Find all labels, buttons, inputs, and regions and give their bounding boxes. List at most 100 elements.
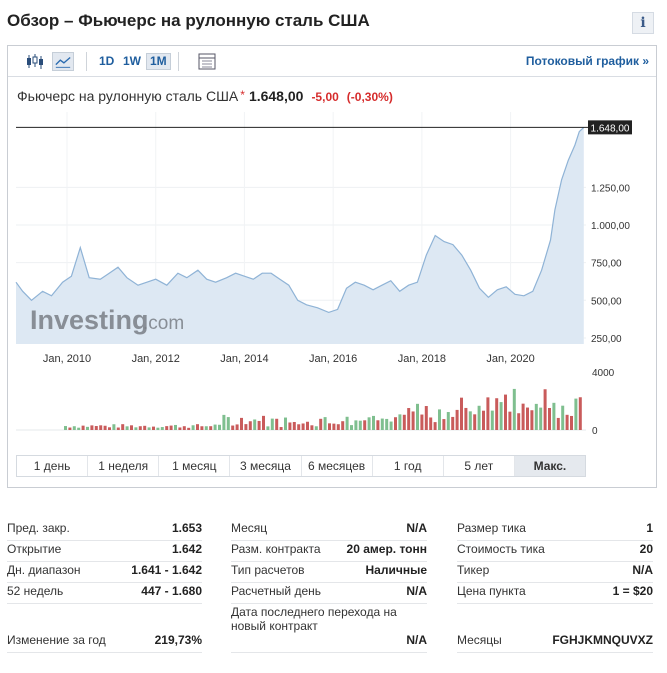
volume-bar: [200, 426, 204, 430]
volume-bar: [534, 403, 538, 430]
stat-value: Наличные: [365, 563, 427, 577]
volume-bar: [552, 402, 556, 430]
volume-bar: [64, 426, 67, 430]
volume-bar: [231, 425, 235, 430]
divider: [457, 603, 653, 604]
volume-bar: [204, 426, 208, 430]
volume-tick-label: 0: [592, 426, 598, 437]
y-tick-label: 500,00: [591, 296, 622, 307]
range-tab-1d[interactable]: 1 день: [17, 456, 89, 476]
period-1d-button[interactable]: 1D: [99, 54, 115, 68]
volume-tick-label: 4000: [592, 368, 615, 379]
line-chart-icon[interactable]: [52, 52, 74, 71]
volume-bar: [90, 425, 94, 430]
volume-bar: [138, 426, 142, 430]
volume-bar: [424, 406, 428, 430]
range-tabs: 1 день 1 неделя 1 месяц 3 месяца 6 месяц…: [16, 455, 586, 477]
volume-bar: [244, 424, 248, 430]
range-tab-max[interactable]: Макс.: [514, 456, 585, 476]
y-tick-label: 250,00: [591, 334, 622, 345]
volume-bar: [363, 420, 367, 430]
period-1m-button[interactable]: 1M: [146, 53, 171, 70]
volume-bar: [147, 427, 151, 430]
volume-bar: [81, 425, 85, 430]
volume-bar: [169, 425, 173, 430]
volume-bar: [570, 415, 573, 430]
stat-row: Разм. контракта 20 амер. тонн: [231, 542, 427, 556]
volume-bar: [323, 417, 327, 430]
volume-bar: [178, 427, 182, 430]
volume-bar: [565, 414, 569, 430]
stat-value: 1 = $20: [612, 584, 653, 598]
divider: [7, 603, 202, 604]
volume-bar: [530, 410, 534, 430]
y-tick-label: 1.000,00: [591, 221, 630, 232]
volume-bar: [504, 394, 507, 430]
volume-bar: [103, 425, 107, 430]
toolbar-separator: [86, 52, 87, 71]
stat-value: N/A: [406, 521, 427, 535]
volume-bar: [420, 414, 424, 430]
range-tab-5y[interactable]: 5 лет: [444, 456, 515, 476]
volume-bar: [152, 426, 155, 430]
volume-bar: [477, 405, 481, 430]
volume-bar: [328, 423, 331, 430]
range-tab-1y[interactable]: 1 год: [373, 456, 444, 476]
volume-bar: [191, 425, 195, 430]
period-1w-button[interactable]: 1W: [123, 54, 141, 68]
stat-label: Тип расчетов: [231, 563, 305, 577]
volume-bar: [380, 418, 384, 430]
volume-bar: [222, 414, 226, 430]
info-icon[interactable]: i: [632, 12, 654, 34]
volume-bar: [442, 419, 446, 430]
volume-bar: [394, 417, 397, 430]
streaming-chart-link[interactable]: Потоковый график »: [525, 54, 649, 68]
toolbar-separator: [178, 52, 179, 71]
volume-bar: [235, 424, 239, 430]
volume-bar: [248, 421, 252, 430]
volume-bar: [332, 423, 336, 430]
volume-bar: [257, 420, 261, 430]
volume-bar: [376, 420, 380, 430]
price-chart[interactable]: 1.648,00 1.250,00 1.000,00 750,00 500,00 250,…: [8, 108, 656, 448]
divider: [231, 582, 427, 583]
stat-row: Дата последнего перехода на новый контра…: [231, 605, 427, 647]
stat-label: Дата последнего перехода на новый контра…: [231, 605, 397, 633]
divider: [457, 652, 653, 653]
stat-label: Изменение за год: [7, 633, 106, 647]
volume-bar: [561, 405, 565, 430]
stat-value: 219,73%: [154, 633, 202, 647]
volume-bar: [275, 418, 279, 430]
stat-label: Расчетный день: [231, 584, 322, 598]
price-line: [15, 126, 585, 314]
volume-bar: [460, 397, 463, 430]
volume-bar: [433, 422, 437, 430]
divider: [457, 582, 653, 583]
volume-bar: [297, 424, 301, 430]
volume-bar: [336, 424, 340, 430]
range-tab-3m[interactable]: 3 месяца: [230, 456, 302, 476]
stat-value: N/A: [406, 633, 427, 647]
quote-line: Фьючерс на рулонную сталь США * 1.648,00 -5…: [17, 88, 393, 104]
volume-bar: [165, 426, 169, 430]
stat-row: Месяц N/A: [231, 521, 427, 535]
stat-label: Цена пункта: [457, 584, 526, 598]
stat-row: Размер тика 1: [457, 521, 653, 535]
stat-value: 1.653: [171, 521, 202, 535]
volume-bar: [438, 409, 441, 430]
volume-bar: [499, 402, 503, 430]
range-tab-6m[interactable]: 6 месяцев: [302, 456, 373, 476]
stat-label: Разм. контракта: [231, 542, 321, 556]
volume-bar: [187, 427, 191, 430]
candlestick-icon[interactable]: [24, 52, 46, 71]
investing-watermark-suffix: .com: [143, 313, 184, 334]
volume-bar: [402, 414, 406, 430]
stat-value: 1: [646, 521, 653, 535]
range-tab-1w[interactable]: 1 неделя: [88, 456, 160, 476]
volume-bar: [314, 426, 318, 430]
table-icon[interactable]: [196, 52, 218, 71]
investing-watermark: Investing: [30, 305, 149, 335]
volume-bar: [389, 421, 393, 430]
volume-bar: [209, 426, 213, 430]
range-tab-1m[interactable]: 1 месяц: [159, 456, 231, 476]
